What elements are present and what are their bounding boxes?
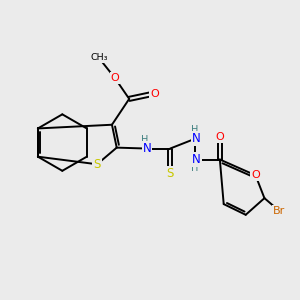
Text: Br: Br <box>273 206 285 216</box>
Text: H: H <box>191 163 198 173</box>
Text: O: O <box>111 73 119 83</box>
Text: O: O <box>215 132 224 142</box>
Text: S: S <box>93 158 101 171</box>
Text: S: S <box>167 167 174 180</box>
Text: H: H <box>141 135 148 145</box>
Text: N: N <box>143 142 152 155</box>
Text: H: H <box>191 125 198 135</box>
Text: N: N <box>192 153 201 166</box>
Text: O: O <box>150 88 159 98</box>
Text: N: N <box>192 132 201 145</box>
Text: CH₃: CH₃ <box>90 53 108 62</box>
Text: O: O <box>251 170 260 180</box>
